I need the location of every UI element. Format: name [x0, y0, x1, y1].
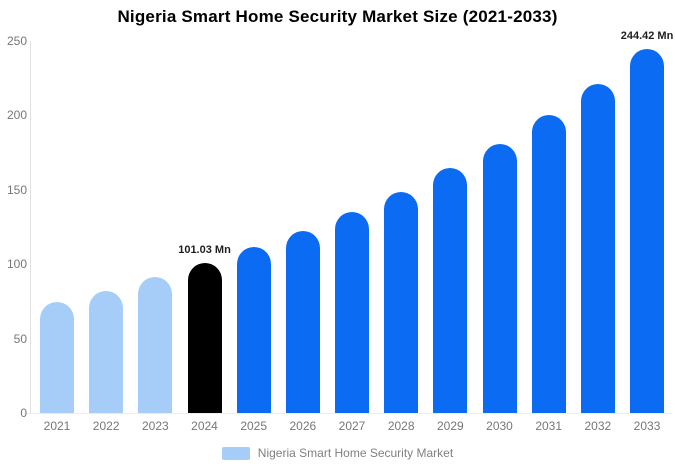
x-axis-label-2031: 2031	[535, 419, 563, 433]
x-axis-label-2021: 2021	[43, 419, 71, 433]
bar-2033	[630, 49, 665, 413]
y-tick-label: 50	[13, 331, 27, 346]
y-tick-label: 100	[6, 257, 27, 272]
y-tick-label: 150	[6, 182, 27, 197]
bar-2032	[580, 84, 615, 413]
legend-label: Nigeria Smart Home Security Market	[257, 446, 454, 460]
bar-2025	[236, 246, 271, 413]
x-axis-label-2027: 2027	[338, 419, 366, 433]
x-axis-label-2024: 2024	[191, 419, 218, 433]
legend: Nigeria Smart Home Security Market	[0, 444, 675, 462]
x-axis-label-2028: 2028	[387, 419, 415, 433]
y-tick-label: 200	[6, 108, 27, 123]
y-tick-label: 0	[20, 406, 27, 420]
x-axis-label-2022: 2022	[92, 419, 120, 433]
bar-2027	[335, 211, 370, 413]
bar-2024	[187, 262, 222, 413]
bar-2030	[482, 143, 517, 413]
data-label-2033: 244.42 Mn	[620, 30, 674, 43]
x-axis-label-2032: 2032	[584, 419, 612, 433]
bar-2022	[89, 290, 124, 413]
x-axis-label-2023: 2023	[141, 419, 169, 433]
data-label-2024: 101.03 Mn	[178, 243, 231, 256]
bar-2023	[138, 276, 173, 413]
bar-2026	[285, 230, 320, 413]
x-axis-label-2033: 2033	[633, 419, 661, 433]
legend-swatch	[221, 446, 250, 460]
x-axis-label-2025: 2025	[240, 419, 268, 433]
x-axis-label-2026: 2026	[289, 419, 317, 433]
x-axis-label-2029: 2029	[437, 419, 464, 433]
bar-2029	[433, 168, 468, 413]
bar-2021	[40, 301, 74, 413]
bar-2028	[384, 191, 419, 413]
y-tick-label: 250	[6, 34, 27, 48]
bar-2031	[531, 114, 566, 413]
y-axis-line	[30, 41, 31, 413]
chart-title: Nigeria Smart Home Security Market Size …	[117, 7, 558, 26]
x-axis-line	[24, 413, 672, 414]
x-axis-label-2030: 2030	[486, 419, 513, 433]
